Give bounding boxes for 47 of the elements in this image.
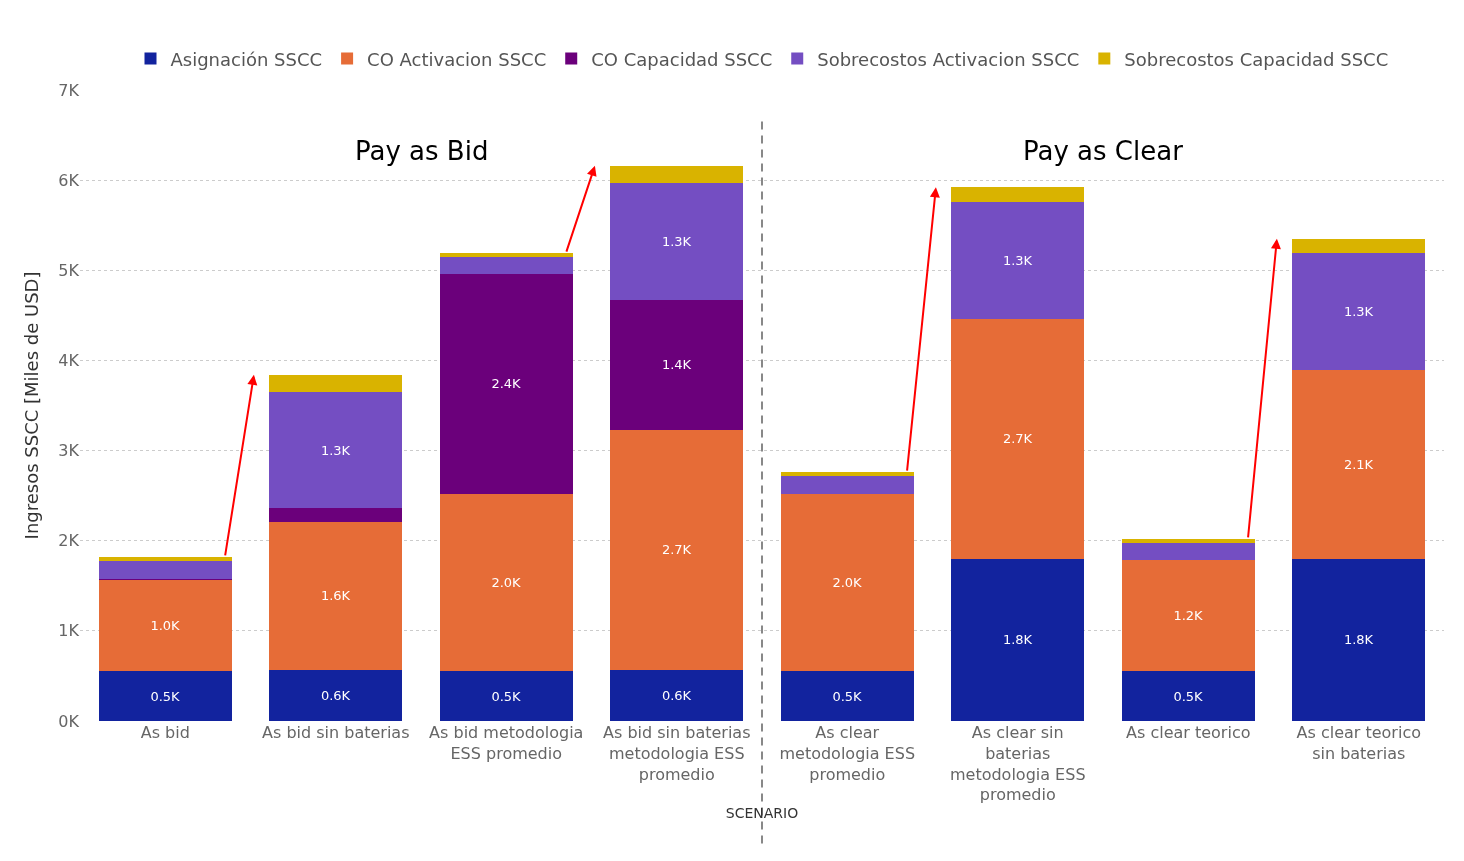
data-label: 1.8K: [1343, 632, 1374, 648]
data-label: 0.6K: [320, 687, 351, 703]
data-label: 2.4K: [491, 376, 522, 392]
data-label: 1.3K: [1002, 252, 1033, 268]
data-label: 1.0K: [150, 617, 181, 633]
legend-label: Sobrecostos Capacidad SSCC: [1124, 48, 1389, 70]
x-tick-label: As clear teorico sin baterias: [1296, 723, 1421, 763]
legend-label: CO Capacidad SSCC: [591, 48, 773, 70]
legend-label: Asignación SSCC: [170, 48, 323, 70]
data-label: 0.6K: [661, 687, 692, 703]
y-tick-label: 0K: [58, 711, 80, 731]
legend-label: Sobrecostos Activacion SSCC: [817, 48, 1080, 70]
data-label: 1.3K: [661, 233, 692, 249]
data-label: 2.0K: [491, 575, 522, 591]
data-label: 1.6K: [320, 588, 351, 604]
y-tick-label: 4K: [58, 351, 80, 371]
data-label: 2.1K: [1343, 457, 1374, 473]
data-label: 1.2K: [1173, 608, 1204, 624]
y-tick-label: 5K: [58, 260, 80, 280]
x-tick-label: As bid metodologia ESS promedio: [429, 723, 584, 763]
x-tick-label: As clear teorico: [1126, 723, 1251, 742]
y-axis-title: Ingresos SSCC [Miles de USD]: [20, 271, 42, 540]
annotation: Pay as Clear: [1023, 136, 1184, 166]
data-label: 1.4K: [661, 357, 692, 373]
x-tick-label: As bid sin baterias metodologia ESS promedio: [603, 723, 751, 784]
x-tick-label: As clear sin baterias metodologia ESS promedio: [949, 723, 1086, 805]
x-tick-label: As clear metodologia ESS promedio: [779, 723, 916, 784]
y-tick-label: 1K: [58, 621, 80, 641]
data-label: 0.5K: [150, 688, 181, 704]
x-axis-title: SCENARIO: [725, 804, 799, 821]
data-label: 2.7K: [661, 542, 692, 558]
y-tick-label: 3K: [58, 441, 80, 461]
data-label: 1.8K: [1002, 632, 1033, 648]
y-tick-label: 6K: [58, 170, 80, 190]
data-label: 0.5K: [832, 688, 863, 704]
data-label: 1.3K: [320, 442, 351, 458]
annotation: Pay as Bid: [355, 136, 489, 166]
data-label: 2.0K: [832, 575, 863, 591]
y-tick-label: 2K: [58, 531, 80, 551]
data-label: 2.7K: [1002, 431, 1033, 447]
legend-label: CO Activacion SSCC: [367, 48, 547, 70]
x-tick-label: As bid: [140, 723, 190, 742]
data-label: 0.5K: [1173, 688, 1204, 704]
data-label: 1.3K: [1343, 304, 1374, 320]
data-label: 0.5K: [491, 688, 522, 704]
x-tick-label: As bid sin baterias: [262, 723, 410, 742]
y-tick-label: 7K: [58, 80, 80, 100]
